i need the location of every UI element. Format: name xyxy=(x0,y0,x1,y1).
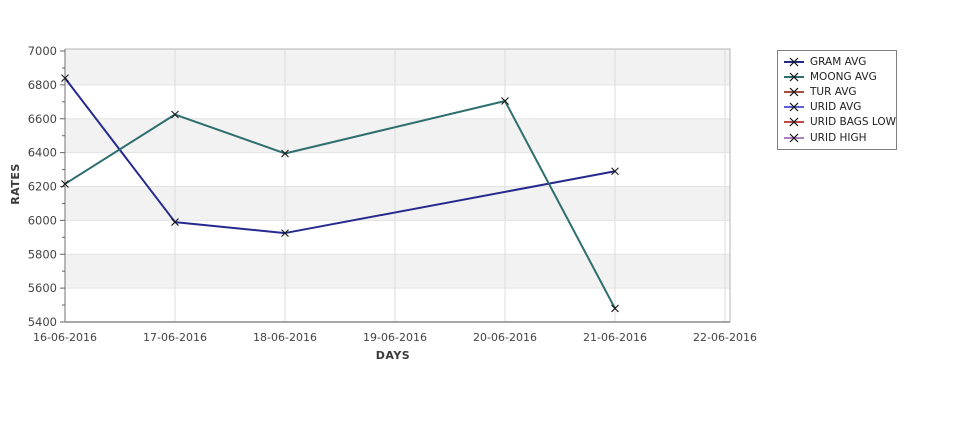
x-tick-label: 16-06-2016 xyxy=(33,331,97,344)
y-tick-label: 6200 xyxy=(28,180,57,194)
legend-label: TUR AVG xyxy=(810,85,857,98)
legend-label: URID HIGH xyxy=(810,131,867,144)
plot-band xyxy=(65,118,730,153)
data-point-x-marker xyxy=(611,167,619,176)
legend-x-marker-icon xyxy=(784,87,804,97)
y-tick-label: 6000 xyxy=(28,213,57,227)
y-tick-label: 7000 xyxy=(28,44,57,58)
x-tick-label: 17-06-2016 xyxy=(143,331,207,344)
legend-label: URID BAGS LOW xyxy=(810,116,896,129)
x-tick-label: 22-06-2016 xyxy=(693,331,757,344)
data-point-x-marker xyxy=(611,304,619,313)
data-point-x-marker xyxy=(501,97,509,105)
x-tick-label: 21-06-2016 xyxy=(583,331,647,344)
x-tick-label: 20-06-2016 xyxy=(473,331,537,344)
legend-item-urid-avg[interactable]: URID AVG xyxy=(784,100,890,115)
y-tick-label: 5400 xyxy=(28,315,57,329)
data-point-x-marker xyxy=(171,110,179,119)
legend-item-gram-avg[interactable]: GRAM AVG xyxy=(784,54,890,69)
x-tick-label: 18-06-2016 xyxy=(253,331,317,344)
y-tick-label: 5800 xyxy=(28,247,57,261)
legend-box: GRAM AVG MOONG AVG TUR AVG URID AVG URID BAG… xyxy=(777,50,897,151)
legend-x-marker-icon xyxy=(784,117,804,127)
legend-label: MOONG AVG xyxy=(810,70,877,83)
plot-band xyxy=(65,84,730,119)
y-tick-label: 5600 xyxy=(28,281,57,295)
data-point-x-marker xyxy=(171,218,179,226)
x-axis-title: DAYS xyxy=(375,349,411,362)
y-axis-title: RATES xyxy=(9,163,22,205)
legend-x-marker-icon xyxy=(784,133,804,142)
legend-x-marker-icon xyxy=(784,57,804,67)
plot-band xyxy=(65,254,730,289)
legend-item-moong-avg[interactable]: MOONG AVG xyxy=(784,69,890,84)
data-point-x-marker xyxy=(61,74,69,82)
legend-label: URID AVG xyxy=(810,101,862,114)
plot-band xyxy=(65,220,730,255)
data-point-x-marker xyxy=(281,229,289,237)
y-tick-label: 6800 xyxy=(28,78,57,92)
legend-item-urid-bags-low[interactable]: URID BAGS LOW xyxy=(784,115,896,130)
x-tick-label: 19-06-2016 xyxy=(363,331,427,344)
legend-x-marker-icon xyxy=(784,72,804,82)
y-tick-label: 6600 xyxy=(28,112,57,126)
plot-band xyxy=(65,186,730,221)
data-point-x-marker xyxy=(61,180,69,188)
data-point-x-marker xyxy=(281,149,289,158)
plot-band xyxy=(65,49,730,85)
plot-band xyxy=(65,152,730,187)
legend-item-tur-avg[interactable]: TUR AVG xyxy=(784,84,890,99)
y-tick-label: 6400 xyxy=(28,146,57,160)
legend-label: GRAM AVG xyxy=(810,55,867,68)
legend-x-marker-icon xyxy=(784,102,804,112)
legend-item-urid-high[interactable]: URID HIGH xyxy=(784,130,890,145)
plot-band xyxy=(65,288,730,322)
